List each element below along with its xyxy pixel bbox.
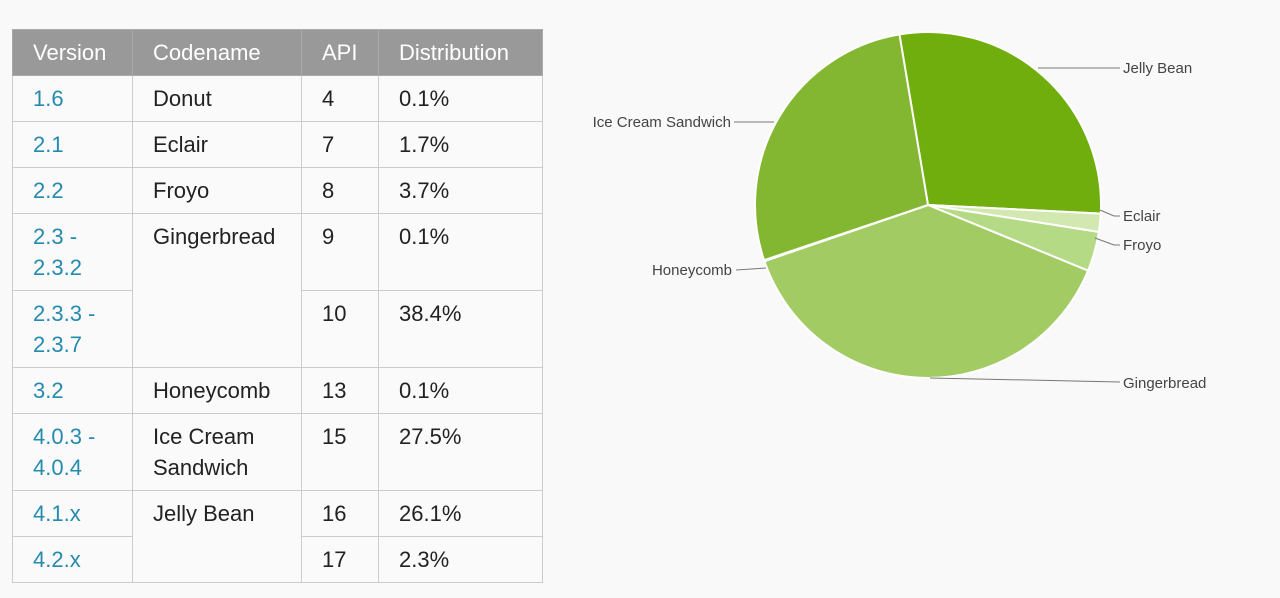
leader-line [735, 267, 767, 271]
table-header-row: Version Codename API Distribution [12, 29, 543, 76]
header-version: Version [12, 29, 133, 76]
codename-cell: Ice Cream Sandwich [132, 413, 302, 491]
codename-cell: Eclair [132, 121, 302, 168]
header-distribution: Distribution [378, 29, 543, 76]
api-cell: 7 [301, 121, 379, 168]
pie-slice-ice-cream-sandwich [754, 33, 930, 262]
version-link[interactable]: 2.3 - 2.3.2 [12, 213, 133, 291]
distribution-cell: 3.7% [378, 167, 543, 214]
distribution-cell: 38.4% [378, 290, 543, 368]
api-cell: 9 [301, 213, 379, 291]
pie-slice-jelly-bean [898, 31, 1102, 215]
slice-label: Froyo [1123, 237, 1161, 254]
table-row: 4.0.3 - 4.0.4 Ice Cream Sandwich 15 27.5… [12, 413, 543, 491]
table-row: 2.3 - 2.3.2 Gingerbread 9 0.1% [12, 213, 543, 368]
api-cell: 16 [301, 490, 379, 537]
distribution-cell: 2.3% [378, 536, 543, 583]
slice-label: Gingerbread [1123, 375, 1206, 392]
slice-label: Jelly Bean [1123, 60, 1192, 77]
slice-label: Eclair [1123, 208, 1161, 225]
version-link[interactable]: 2.2 [12, 167, 133, 214]
pie-slices [754, 31, 1102, 379]
pie-slice-gingerbread [763, 203, 1090, 379]
distribution-cell: 27.5% [378, 413, 543, 491]
distribution-table: Version Codename API Distribution 1.6 Do… [12, 29, 543, 583]
api-cell: 17 [301, 536, 379, 583]
distribution-cell: 0.1% [378, 367, 543, 414]
api-cell: 8 [301, 167, 379, 214]
header-api: API [301, 29, 379, 76]
codename-cell: Gingerbread [132, 213, 302, 368]
api-cell: 10 [301, 290, 379, 368]
table-row: 3.2 Honeycomb 13 0.1% [12, 367, 543, 414]
version-link[interactable]: 4.1.x [12, 490, 133, 537]
slice-label: Honeycomb [652, 262, 732, 279]
codename-cell: Froyo [132, 167, 302, 214]
table-row: 4.2.x 17 2.3% [12, 536, 543, 583]
api-cell: 13 [301, 367, 379, 414]
leader-line [1094, 237, 1120, 246]
slice-label: Ice Cream Sandwich [593, 114, 731, 131]
distribution-cell: 0.1% [378, 75, 543, 122]
version-link[interactable]: 4.0.3 - 4.0.4 [12, 413, 133, 491]
version-link[interactable]: 4.2.x [12, 536, 133, 583]
distribution-cell: 0.1% [378, 213, 543, 291]
pie-chart: Jelly Bean Eclair Froyo Gingerbread Honeycom… [593, 31, 1207, 392]
version-link[interactable]: 2.1 [12, 121, 133, 168]
table-row: 2.3.3 - 2.3.7 10 38.4% [12, 290, 543, 368]
codename-cell: Donut [132, 75, 302, 122]
leader-line [1099, 209, 1120, 217]
api-cell: 15 [301, 413, 379, 491]
header-codename: Codename [132, 29, 302, 76]
version-link[interactable]: 3.2 [12, 367, 133, 414]
table-row: 1.6 Donut 4 0.1% [12, 75, 543, 122]
table-row: 2.2 Froyo 8 3.7% [12, 167, 543, 214]
pie-labels: Jelly Bean Eclair Froyo Gingerbread Honeycom… [593, 60, 1207, 392]
codename-cell: Jelly Bean [132, 490, 302, 583]
table-row: 2.1 Eclair 7 1.7% [12, 121, 543, 168]
api-cell: 4 [301, 75, 379, 122]
version-link[interactable]: 1.6 [12, 75, 133, 122]
table-row: 4.1.x Jelly Bean 16 26.1% [12, 490, 543, 583]
distribution-cell: 1.7% [378, 121, 543, 168]
codename-cell: Honeycomb [132, 367, 302, 414]
version-link[interactable]: 2.3.3 - 2.3.7 [12, 290, 133, 368]
distribution-cell: 26.1% [378, 490, 543, 537]
leader-line [929, 377, 1121, 383]
